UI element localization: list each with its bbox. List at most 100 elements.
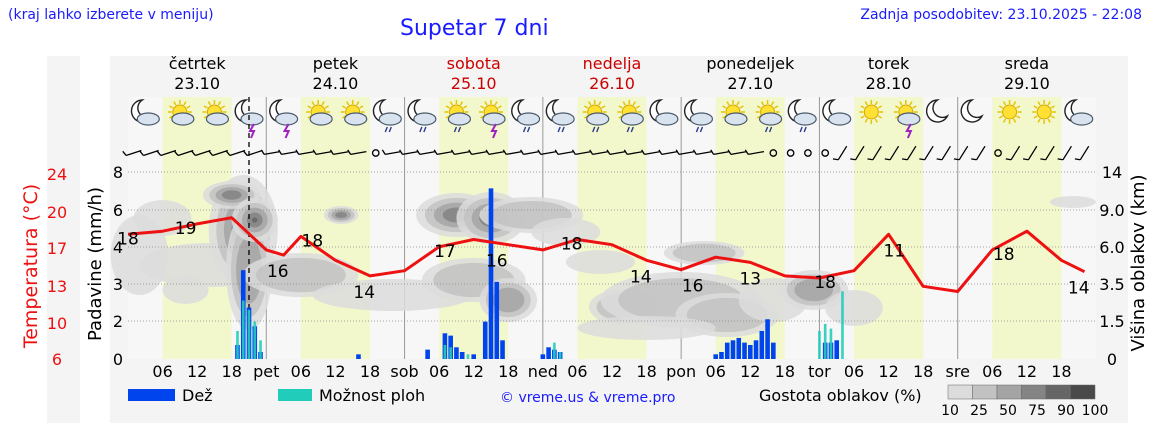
sun-ray: [1050, 115, 1055, 119]
wind-shaft: [958, 145, 969, 161]
sun-ray: [217, 101, 222, 106]
shower-bar: [247, 309, 251, 359]
day-date: 24.10: [313, 74, 359, 93]
sun-ray: [770, 101, 775, 106]
sun-ray: [774, 105, 779, 109]
sun-disc: [1002, 104, 1018, 120]
cloud-shape: [516, 112, 541, 126]
night-band: [370, 97, 405, 359]
left-panel: [47, 56, 80, 423]
sun-ray: [912, 105, 917, 109]
day-name: sobota: [447, 54, 501, 73]
sun-cloud-icon: [340, 100, 368, 126]
sun-ray: [618, 105, 623, 109]
wind-feather: [243, 150, 248, 156]
sun-ray: [341, 105, 347, 109]
rain-drop: [768, 126, 773, 133]
temperature-value-label: 18: [302, 231, 324, 251]
rain-bar: [753, 340, 759, 359]
sun-ray: [1033, 105, 1038, 109]
wind-feather: [901, 158, 908, 161]
wind-feather: [485, 149, 490, 155]
cloud-rain-icon: [511, 99, 541, 133]
wind-shaft: [1045, 145, 1055, 161]
wind-barb: [710, 149, 730, 156]
sun-ray: [864, 118, 868, 123]
cloud-shape: [171, 112, 195, 126]
wind-feather: [884, 158, 891, 161]
wind-barb: [658, 149, 678, 156]
wind-feather: [312, 149, 317, 155]
wind-feather: [1057, 158, 1064, 161]
density-swatch: [996, 384, 1022, 400]
wind-feather: [710, 149, 715, 155]
wind-barb: [744, 149, 765, 156]
sun-ray: [1037, 118, 1041, 123]
sun-ray: [1033, 115, 1038, 119]
temperature-tick-label: 20: [47, 203, 67, 222]
wind-barb: [727, 149, 747, 156]
moon-rain-icon: [787, 99, 817, 133]
wind-barb: [971, 145, 986, 161]
wind-calm-marker: [786, 149, 795, 157]
temperature-value-label: 16: [486, 252, 508, 272]
x-tick-label: 06: [152, 362, 172, 381]
sun-ray: [895, 105, 900, 109]
cloud-blob: [492, 287, 525, 313]
sun-ray: [324, 105, 329, 109]
sun-rain-icon: [755, 100, 783, 133]
precip-tick-label: 2: [113, 312, 123, 331]
wind-feather: [450, 149, 455, 155]
sun-ray: [874, 118, 878, 123]
wind-barb: [381, 149, 402, 156]
x-tick-label: 06: [706, 362, 726, 381]
precip-tick-label: 6: [113, 201, 123, 220]
sun-ray: [874, 101, 878, 106]
night-band: [957, 97, 993, 359]
wind-shaft: [436, 150, 453, 156]
cloud-height-tick-label: 0: [1107, 350, 1117, 369]
rain-bar: [488, 188, 494, 359]
rain-bar: [494, 281, 500, 359]
sun-ray: [1016, 105, 1021, 109]
wind-barb: [867, 145, 882, 161]
wind-shaft: [557, 150, 574, 156]
shower-bar: [823, 323, 827, 359]
rain-drop: [526, 126, 531, 133]
rain-drop: [419, 126, 423, 133]
moon-storm-icon: [234, 99, 264, 139]
cloud-blob: [251, 217, 258, 223]
shower-bar: [829, 328, 833, 359]
x-tick-label: 12: [1017, 362, 1037, 381]
wind-shaft: [506, 150, 523, 156]
cloud-blob: [162, 276, 209, 304]
wind-barb: [675, 149, 695, 156]
rain-bar: [546, 347, 551, 359]
precip-axis-label: Padavine (mm/h): [85, 187, 106, 341]
wind-shaft: [298, 150, 315, 156]
density-swatch: [972, 384, 998, 400]
wind-barb: [919, 145, 934, 161]
wind-barb: [623, 149, 644, 156]
wind-feather: [867, 158, 873, 161]
moon-icon: [960, 99, 984, 123]
day-date: 28.10: [866, 74, 912, 93]
moon-rain-icon: [545, 99, 575, 133]
moon-cloud-icon: [1064, 99, 1094, 126]
rain-drop: [384, 126, 388, 133]
temperature-value-label: 18: [561, 235, 583, 255]
x-tick-label: 06: [291, 362, 311, 381]
day-band: [300, 97, 370, 359]
temperature-value-label: 14: [1068, 279, 1090, 299]
wind-feather: [1022, 158, 1029, 161]
wind-calm-marker: [371, 149, 380, 157]
wind-shaft: [730, 150, 747, 156]
x-tick-label: 06: [844, 362, 864, 381]
rain-drop: [388, 126, 392, 133]
sun-ray: [494, 101, 498, 106]
cloud-height-tick-label: 6.0: [1099, 238, 1124, 257]
wind-barb: [1022, 145, 1038, 161]
sun-rain-icon: [617, 100, 644, 133]
region-hint: (kraj lahko izberete v meniju): [8, 7, 214, 23]
sun-ray: [311, 101, 315, 106]
